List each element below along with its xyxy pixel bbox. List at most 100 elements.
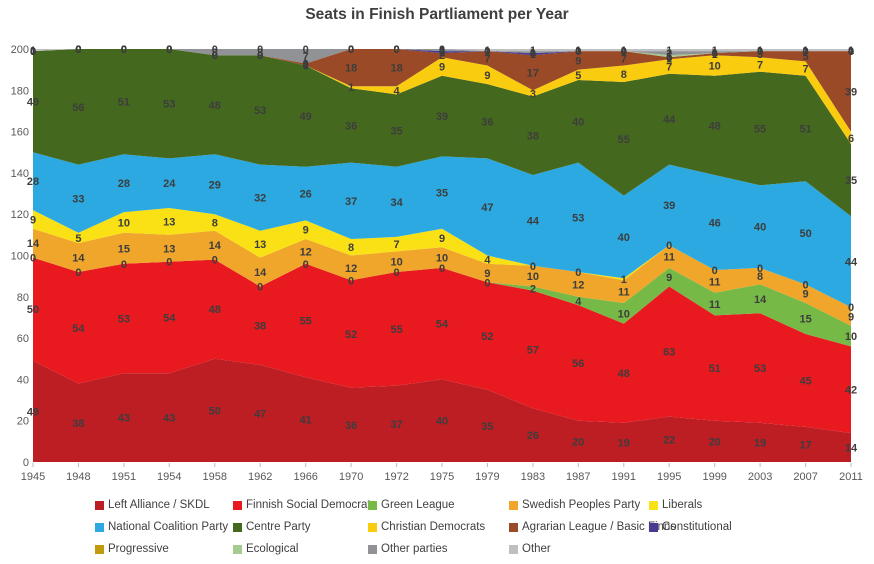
legend-swatch-swedish-peoples-party bbox=[509, 500, 518, 510]
value-label: 0 bbox=[121, 44, 127, 56]
value-label: 1 bbox=[666, 45, 672, 57]
value-label: 44 bbox=[845, 257, 858, 269]
legend-label: Christian Democrats bbox=[381, 521, 486, 533]
value-label: 0 bbox=[75, 44, 81, 56]
value-label: 49 bbox=[300, 111, 312, 123]
legend-item-liberals: Liberals bbox=[649, 499, 702, 511]
value-label: 0 bbox=[712, 48, 718, 60]
value-label: 19 bbox=[618, 437, 630, 449]
x-tick-label: 1962 bbox=[248, 471, 272, 483]
value-label: 0 bbox=[439, 46, 445, 58]
legend-item-progressive: Progressive bbox=[95, 543, 169, 555]
value-label: 0 bbox=[303, 61, 309, 73]
value-label: 12 bbox=[345, 263, 357, 275]
value-label: 52 bbox=[345, 329, 357, 341]
y-tick-label: 0 bbox=[23, 457, 29, 469]
value-label: 63 bbox=[663, 347, 675, 359]
value-label: 0 bbox=[848, 46, 854, 58]
value-label: 5 bbox=[75, 233, 81, 245]
value-label: 1 bbox=[712, 47, 718, 59]
value-label: 18 bbox=[345, 63, 357, 75]
value-label: 1 bbox=[666, 53, 672, 65]
area-liberals bbox=[33, 208, 851, 308]
x-tick-label: 2007 bbox=[793, 471, 817, 483]
legend-label: Left Alliance / SKDL bbox=[108, 499, 210, 511]
value-label: 7 bbox=[803, 64, 809, 76]
value-label: 0 bbox=[394, 44, 400, 56]
value-label: 51 bbox=[709, 363, 721, 375]
value-label: 0 bbox=[257, 44, 263, 56]
value-label: 0 bbox=[212, 255, 218, 267]
value-label: 14 bbox=[209, 240, 222, 252]
x-tick-label: 1951 bbox=[112, 471, 136, 483]
area-constitutional bbox=[33, 49, 851, 64]
value-label: 35 bbox=[481, 421, 493, 433]
y-tick-label: 80 bbox=[17, 292, 29, 304]
value-label: 0 bbox=[121, 44, 127, 56]
value-label: 14 bbox=[254, 267, 267, 279]
value-label: 57 bbox=[527, 345, 539, 357]
value-label: 28 bbox=[27, 176, 39, 188]
legend-swatch-ecological bbox=[233, 544, 242, 554]
value-label: 51 bbox=[799, 124, 811, 136]
value-label: 55 bbox=[300, 316, 312, 328]
legend-item-left-alliance-skdl: Left Alliance / SKDL bbox=[95, 499, 210, 511]
value-label: 5 bbox=[575, 70, 581, 82]
value-label: 40 bbox=[436, 416, 448, 428]
value-label: 10 bbox=[845, 331, 857, 343]
legend-label: Liberals bbox=[662, 499, 703, 511]
value-label: 0 bbox=[666, 240, 672, 252]
value-label: 0 bbox=[803, 279, 809, 291]
value-label: 15 bbox=[799, 314, 811, 326]
value-label: 17 bbox=[527, 68, 539, 80]
value-label: 0 bbox=[348, 44, 354, 56]
value-label: 13 bbox=[163, 216, 175, 228]
y-axis: 0 20 40 60 80 100 120 140 160 180 200 bbox=[11, 44, 29, 469]
value-label: 0 bbox=[166, 257, 172, 269]
value-label: 35 bbox=[436, 188, 448, 200]
y-tick-label: 200 bbox=[11, 44, 29, 56]
value-label: 0 bbox=[257, 282, 263, 294]
value-label: 0 bbox=[803, 46, 809, 58]
x-tick-label: 1995 bbox=[657, 471, 681, 483]
legend-swatch-green-league bbox=[368, 500, 377, 510]
value-label: 41 bbox=[300, 415, 312, 427]
area-agrarian-league-basic-finns bbox=[33, 49, 851, 132]
value-label: 0 bbox=[212, 50, 218, 62]
value-label: 0 bbox=[848, 302, 854, 314]
value-label: 2 bbox=[439, 50, 445, 62]
value-label: 39 bbox=[845, 86, 857, 98]
value-label: 26 bbox=[527, 430, 539, 442]
value-label: 48 bbox=[209, 304, 221, 316]
value-label: 0 bbox=[121, 44, 127, 56]
value-label: 55 bbox=[618, 134, 630, 146]
value-label: 10 bbox=[118, 218, 130, 230]
value-label: 1 bbox=[30, 45, 36, 57]
chart-title: Seats in Finish Partliament per Year bbox=[305, 6, 569, 23]
area-other bbox=[33, 49, 851, 52]
value-label: 0 bbox=[484, 46, 490, 58]
value-label: 0 bbox=[212, 50, 218, 62]
x-tick-label: 1970 bbox=[339, 471, 363, 483]
value-label: 0 bbox=[303, 259, 309, 271]
value-label: 0 bbox=[166, 44, 172, 56]
value-label: 37 bbox=[345, 196, 357, 208]
x-tick-label: 1966 bbox=[293, 471, 317, 483]
x-tick-label: 1979 bbox=[475, 471, 499, 483]
area-other-parties bbox=[33, 49, 851, 64]
value-label: 12 bbox=[572, 279, 584, 291]
value-label: 0 bbox=[166, 44, 172, 56]
value-label: 0 bbox=[75, 44, 81, 56]
value-label: 3 bbox=[757, 49, 763, 61]
value-label: 40 bbox=[572, 116, 584, 128]
value-label: 0 bbox=[484, 46, 490, 58]
value-label: 10 bbox=[527, 271, 539, 283]
value-label: 0 bbox=[394, 267, 400, 279]
legend-item-ecological: Ecological bbox=[233, 543, 298, 555]
legend-swatch-constitutional bbox=[649, 522, 658, 532]
value-label: 1 bbox=[757, 45, 763, 57]
value-label: 54 bbox=[72, 323, 85, 335]
value-label: 0 bbox=[394, 44, 400, 56]
value-label: 56 bbox=[572, 358, 584, 370]
value-label: 48 bbox=[709, 120, 721, 132]
